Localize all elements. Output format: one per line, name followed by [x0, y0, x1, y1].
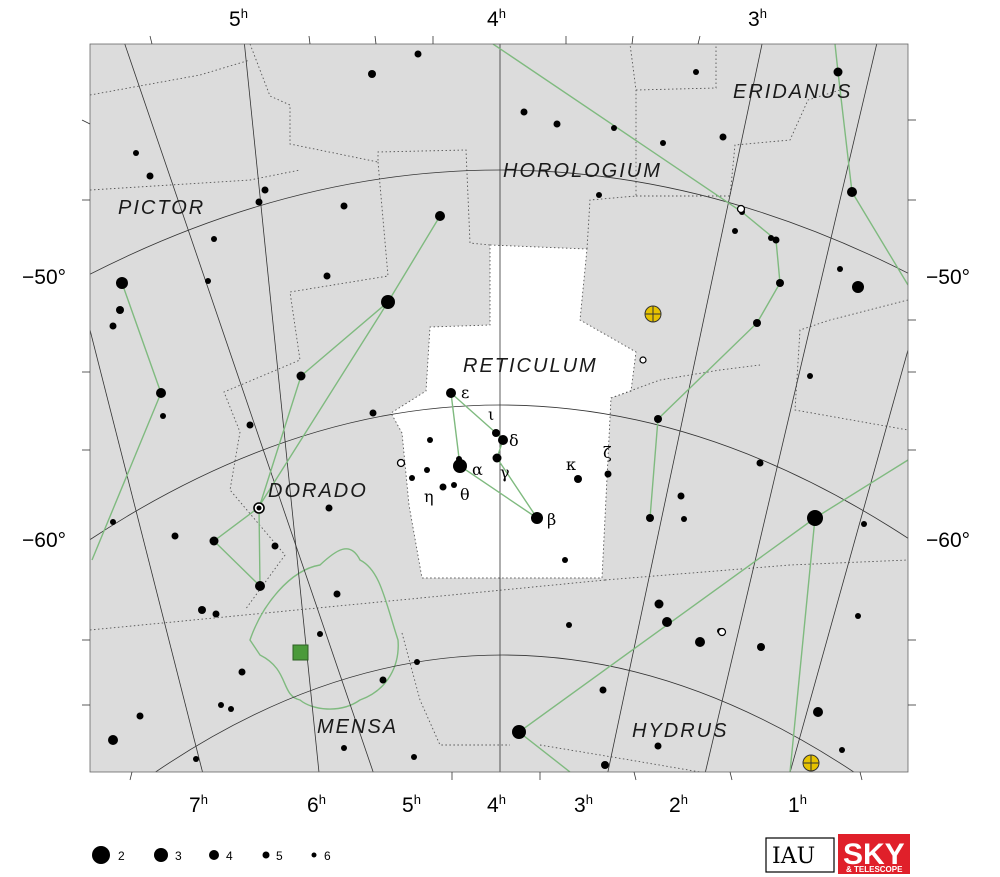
constellation-name-mensa: MENSA	[317, 716, 398, 738]
svg-text:& TELESCOPE: & TELESCOPE	[846, 865, 903, 874]
star-zeta-reticuli	[604, 470, 612, 478]
legend-label-5: 5	[276, 849, 283, 863]
star-beta-reticuli	[531, 512, 543, 524]
greek-label-eta: η	[424, 487, 434, 506]
legend-label-6: 6	[324, 849, 331, 863]
legend-label-3: 3	[175, 849, 182, 863]
dec-label-left-60: −60°	[22, 529, 66, 552]
frame-ticks	[81, 35, 916, 781]
ra-label-top-5h: 5h	[229, 6, 248, 31]
star-iota-reticuli	[492, 429, 500, 437]
ra-label-bottom-3h: 3h	[574, 792, 593, 817]
legend-dot-3	[154, 848, 168, 862]
svg-text:IAU: IAU	[772, 844, 815, 869]
greek-label-alpha: α	[472, 460, 483, 479]
dec-label-left-50: −50°	[22, 266, 66, 289]
ra-label-top-4h: 4h	[487, 6, 506, 31]
legend-dot-6	[311, 852, 317, 858]
reticulum-region	[391, 245, 636, 578]
constellation-name-eridanus: ERIDANUS	[733, 81, 852, 103]
lmc-outline	[249, 548, 399, 710]
greek-label-delta: δ	[509, 431, 519, 450]
constellation-name-horologium: HOROLOGIUM	[503, 160, 662, 182]
ra-label-bottom-1h: 1h	[788, 792, 807, 817]
galaxy-icon	[292, 644, 309, 661]
greek-label-epsilon: ε	[461, 383, 469, 402]
magnitude-legend: 2 3 4 5 6	[92, 846, 331, 864]
greek-label-theta: θ	[460, 485, 470, 504]
ra-label-bottom-6h: 6h	[307, 792, 326, 817]
globular-cluster-icon	[644, 305, 820, 772]
iau-logo: IAU	[765, 837, 835, 873]
ra-label-bottom-4h: 4h	[487, 792, 506, 817]
star-epsilon-reticuli	[446, 388, 456, 398]
star-eta-reticuli	[439, 483, 447, 491]
star-theta-reticuli	[451, 482, 457, 488]
constellation-boundaries	[90, 44, 908, 772]
greek-label-gamma: γ	[500, 463, 510, 482]
star-gamma-reticuli	[492, 453, 502, 463]
ra-label-bottom-7h: 7h	[189, 792, 208, 817]
dec-label-right-60: −60°	[926, 529, 970, 552]
stars	[108, 50, 867, 769]
star-delta-reticuli	[498, 435, 508, 445]
legend-dot-4	[209, 850, 219, 860]
svg-text:SKY: SKY	[843, 838, 905, 871]
star-alpha-reticuli	[453, 459, 467, 473]
variable-stars	[253, 204, 746, 637]
ra-lines	[90, 44, 908, 772]
greek-label-iota: ι	[488, 405, 494, 424]
legend-dot-2	[92, 846, 110, 864]
sky-telescope-logo: SKY & TELESCOPE	[838, 834, 910, 874]
star-kappa-reticuli	[574, 475, 582, 483]
chart-frame	[89, 43, 909, 773]
legend-label-4: 4	[226, 849, 233, 863]
constellation-name-hydrus: HYDRUS	[632, 720, 728, 742]
constellation-name-pictor: PICTOR	[118, 197, 205, 219]
constellation-name-reticulum: RETICULUM	[463, 355, 598, 377]
ra-label-top-3h: 3h	[748, 6, 767, 31]
greek-label-kappa: κ	[566, 455, 576, 474]
ra-label-bottom-5h: 5h	[402, 792, 421, 817]
legend-label-2: 2	[118, 849, 125, 863]
greek-label-beta: β	[547, 510, 556, 529]
greek-label-zeta: ζ	[603, 443, 612, 462]
dec-label-right-50: −50°	[926, 266, 970, 289]
legend-dot-5	[262, 851, 270, 859]
constellation-name-dorado: DORADO	[268, 480, 368, 502]
ra-label-bottom-2h: 2h	[669, 792, 688, 817]
